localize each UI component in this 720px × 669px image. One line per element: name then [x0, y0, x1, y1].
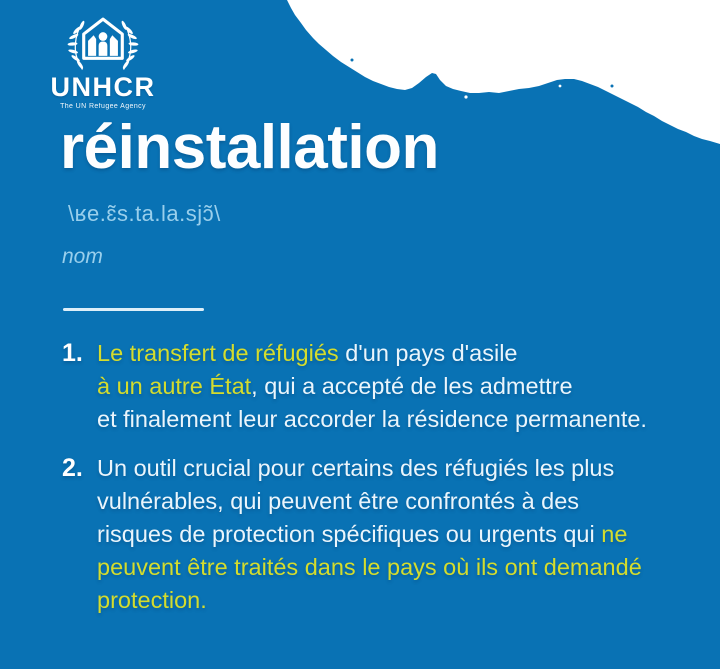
definition-item: 2. Un outil crucial pour certains des réf… [62, 452, 682, 617]
definitions-list: 1. Le transfert de réfugiés d'un pays d'a… [62, 337, 682, 633]
divider-line [63, 308, 204, 311]
definition-phrase: vulnérables, qui peuvent être confrontés… [97, 488, 580, 514]
highlighted-phrase: Le transfert de réfugiés [97, 340, 339, 366]
word-phonetic: \ʁe.ɛ̃s.ta.la.sjɔ̃\ [68, 201, 221, 226]
definition-phrase: d'un pays d'asile [338, 340, 518, 366]
definition-number: 2. [62, 454, 83, 482]
unhcr-logo: UNHCR The UN Refugee Agency [44, 16, 162, 110]
definition-phrase: Un outil crucial pour certains des réfug… [97, 455, 615, 481]
unhcr-logo-tagline: The UN Refugee Agency [60, 103, 146, 110]
word-title: réinstallation [60, 113, 439, 182]
definition-phrase: et finalement leur accorder la résidence… [97, 406, 647, 432]
definition-text: Un outil crucial pour certains des réfug… [97, 452, 642, 617]
definition-phrase: risques de protection spécifiques ou urg… [97, 521, 602, 547]
definition-text: Le transfert de réfugiés d'un pays d'asi… [97, 337, 647, 436]
unhcr-emblem-icon [67, 17, 139, 70]
definition-number: 1. [62, 339, 83, 367]
highlighted-phrase: à un autre État [97, 373, 252, 399]
definition-item: 1. Le transfert de réfugiés d'un pays d'a… [62, 337, 682, 436]
definition-phrase: , qui a accepté de les admettre [251, 373, 573, 399]
highlighted-phrase: peuvent être traités dans le pays où ils… [97, 554, 642, 580]
word-part-of-speech: nom [62, 245, 103, 268]
unhcr-logo-text: UNHCR [50, 72, 156, 102]
highlighted-phrase: ne [601, 521, 628, 547]
highlighted-phrase: protection. [97, 587, 207, 613]
